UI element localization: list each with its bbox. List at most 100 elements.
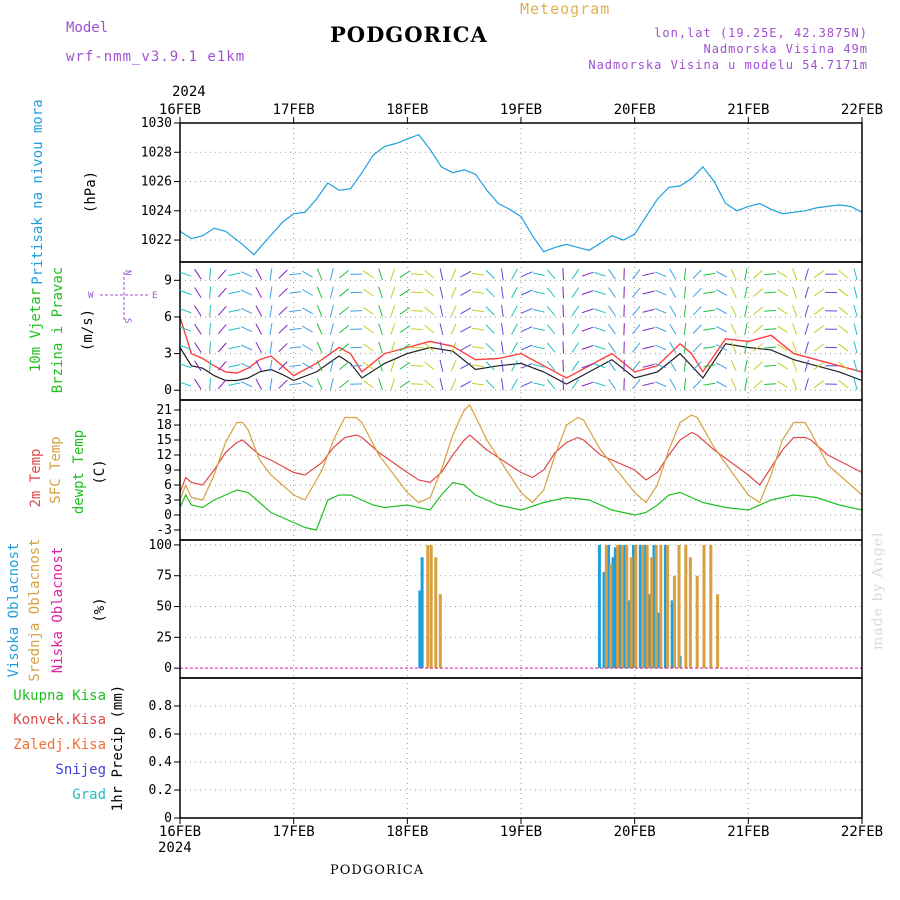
precip-legend-item: Zaledj.Kisa [13,737,106,753]
y-tick-label: 0 [164,811,172,826]
wind-arrow [378,378,383,390]
wind-arrow [399,288,411,297]
wind-arrow [608,360,616,371]
wind-arrow [363,361,374,370]
wind-arrow [485,324,495,334]
wind-arrow [485,361,495,371]
wind-arrow [390,359,396,372]
wind-arrow [411,365,424,367]
wind-arrow [179,290,192,296]
high_cloud-bar [418,590,422,669]
wind-arrow [703,291,716,294]
wind-arrow [683,378,687,391]
wind-arrow [289,273,302,276]
wind-arrow [209,304,211,317]
wind-arrow [520,307,533,314]
y-tick-label: 0 [164,383,172,398]
wind-arrow [217,379,227,390]
mid_cloud-bar [604,544,608,669]
wind-arrow [777,288,788,297]
wind-arrow [744,323,748,336]
precip-legend-item: Konvek.Kisa [13,712,106,728]
wind-arrow [813,306,825,315]
wind-arrow [399,325,411,333]
wind-arrow [632,379,641,390]
wind-arrow [562,359,564,372]
wind-arrow [764,383,777,385]
wind-arrow [255,323,263,335]
wind-arrow [511,323,518,335]
wind-arrow [608,305,616,317]
pressure-line [179,133,863,256]
wind-arrow [302,380,313,388]
wind-arrow [744,378,748,391]
wind-arrow [744,268,748,281]
wind-arrow [777,270,788,278]
wind-arrow [511,360,518,372]
dewpt-line [179,481,863,531]
wind-arrow [390,323,396,335]
wind-arrow [450,341,457,354]
wind-arrow [753,361,763,371]
wind-arrow [278,288,288,298]
wind-arrow [439,378,444,391]
wind-arrow [546,379,556,390]
low-cloud-axis-title: Niska Oblacnost [50,547,66,673]
wind-arrow [302,270,313,278]
y-tick-label: 25 [156,630,172,645]
high_cloud-bar [622,544,626,669]
station-elevation: Nadmorska Visina 49m [703,42,868,56]
wind-arrow [764,309,777,312]
wind-arrow [411,328,424,330]
wind-arrow [511,341,518,353]
wind-arrow [269,304,273,317]
wind-arrow [485,269,495,279]
wind-arrow [255,305,263,317]
wind-arrow [730,341,737,354]
mid_cloud-bar [625,544,629,669]
compass-east: E [152,291,157,301]
y-tick-label: 0.4 [149,755,173,770]
wind-arrow [501,359,504,372]
wind-arrow [562,268,564,281]
high_cloud-bar [670,600,674,669]
wind-arrow [316,360,323,372]
wind-arrow [471,364,484,368]
wind-arrow [399,270,411,279]
y-tick-label: 3 [164,347,172,362]
mid_cloud-bar [426,544,430,669]
wind-arrow [838,306,849,315]
wind-arrow [228,309,241,313]
wind-arrow [853,378,858,391]
wind-arrow [501,323,504,336]
model-name: wrf-nmm_v3.9.1 e1km [66,49,246,65]
wind-arrow [278,306,288,316]
wind_speed-line [179,343,863,385]
high_cloud-bar [657,612,661,669]
pressure-panel: 1022 1024 1026 1028 1030 [141,116,863,263]
wind-arrow [520,271,533,278]
wind-arrow [228,272,241,276]
wind-arrow [378,359,383,372]
wind-arrow [546,360,556,371]
wind-arrow [255,341,263,354]
wind-arrow [269,341,273,354]
wind-arrow [240,381,253,388]
wind-arrow [511,378,518,390]
wind-arrow [692,287,702,298]
wind-arrow [194,268,202,280]
wind-arrow [511,305,518,317]
y-tick-label: -3 [156,523,172,538]
wind-arrow [813,325,825,334]
wind-arrow [608,269,616,280]
wind-arrow [411,310,424,312]
wind-arrow [792,360,798,372]
wind-arrow [411,383,424,385]
wind-arrow [471,327,484,331]
wind-arrow [289,382,302,386]
y-tick-label: 0 [164,661,172,676]
wind-arrow [838,361,849,370]
wind-arrow [399,343,411,352]
wind-arrow [593,363,606,369]
